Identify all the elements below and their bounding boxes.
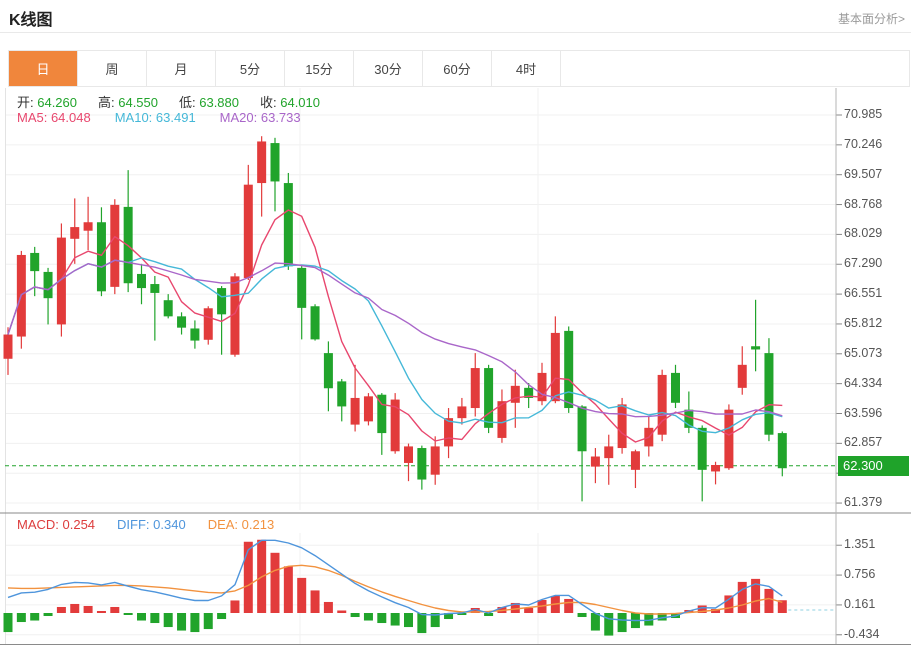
tab-4hour[interactable]: 4时: [492, 51, 561, 86]
price-axis-label: 64.334: [844, 375, 883, 390]
macd-info-row: MACD: 0.254 DIFF: 0.340 DEA: 0.213: [17, 517, 274, 532]
macd-axis-label: -0.434: [844, 626, 880, 641]
macd-value: MACD: 0.254: [17, 517, 96, 532]
macd-value: DEA: 0.213: [207, 517, 275, 532]
price-axis-label: 61.379: [844, 495, 883, 510]
ohlc-info-row: 开: 64.260 高: 64.550 低: 63.880 收: 64.010: [17, 92, 320, 111]
tab-30min[interactable]: 30分: [354, 51, 423, 86]
page-title: K线图: [9, 12, 53, 29]
price-axis-label: 63.596: [844, 405, 883, 420]
quote-value: 低: 63.880: [179, 95, 239, 110]
ma-value: MA10: 63.491: [114, 110, 196, 125]
macd-value: DIFF: 0.340: [117, 517, 186, 532]
quote-value: 开: 64.260: [17, 95, 77, 110]
price-axis-label: 65.812: [844, 315, 883, 330]
tab-5min[interactable]: 5分: [216, 51, 285, 86]
tab-15min[interactable]: 15分: [285, 51, 354, 86]
quote-value: 收: 64.010: [260, 95, 320, 110]
ma-value: MA20: 63.733: [219, 110, 301, 125]
price-axis-label: 65.073: [844, 345, 883, 360]
price-axis-label: 68.768: [844, 196, 883, 211]
interval-tab-bar: 日周月 5分 15分 30分 60分 4时: [8, 50, 910, 87]
price-axis-label: 62.857: [844, 435, 883, 450]
tab-week[interactable]: 周: [78, 51, 147, 86]
fundamental-analysis-link[interactable]: 基本面分析>: [837, 12, 905, 26]
price-axis-label: 66.551: [844, 286, 883, 301]
macd-axis-label: 1.351: [844, 537, 876, 552]
header-divider: [0, 32, 911, 33]
price-axis-label: 70.985: [844, 107, 883, 121]
price-axis-label: 70.246: [844, 136, 883, 151]
ma-value: MA5: 64.048: [17, 110, 91, 125]
macd-axis-label: 0.161: [844, 596, 876, 611]
tab-day[interactable]: 日: [9, 51, 78, 86]
tab-60min[interactable]: 60分: [423, 51, 492, 86]
current-price-badge: 62.300: [838, 456, 909, 476]
quote-value: 高: 64.550: [98, 95, 158, 110]
price-axis-label: 69.507: [844, 166, 883, 181]
macd-axis-label: 0.756: [844, 567, 876, 582]
tab-month[interactable]: 月: [147, 51, 216, 86]
ma-info-row: MA5: 64.048 MA10: 63.491 MA20: 63.733: [17, 110, 301, 125]
price-axis-label: 68.029: [844, 226, 883, 241]
price-axis-label: 67.290: [844, 256, 883, 271]
